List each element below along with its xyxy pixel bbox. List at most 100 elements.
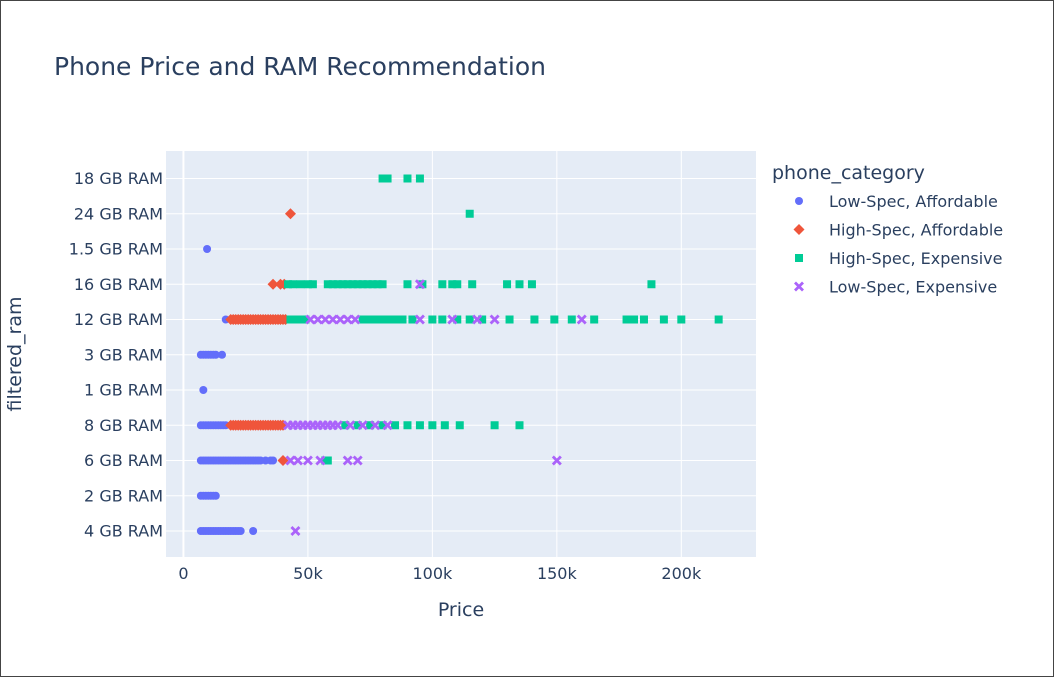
x-axis-title: Price <box>438 599 484 621</box>
data-point <box>293 315 302 324</box>
data-point <box>284 208 296 220</box>
y-tick-label: 12 GB RAM <box>74 310 163 329</box>
legend-item-label: Low-Spec, Expensive <box>829 278 997 297</box>
data-point <box>415 421 424 430</box>
data-point <box>714 315 723 324</box>
data-point <box>368 280 377 289</box>
x-axis-ticks: 0 50k 100k 150k 200k <box>178 564 702 583</box>
data-point <box>320 314 331 325</box>
legend: phone_category Low-Spec, Affordable High-… <box>772 162 1003 297</box>
data-point <box>391 421 400 430</box>
data-point <box>203 245 212 253</box>
data-point <box>382 420 393 431</box>
data-point <box>489 314 500 325</box>
legend-marker <box>793 224 805 235</box>
data-point <box>302 455 313 466</box>
data-point <box>308 280 317 289</box>
data-point <box>285 455 296 466</box>
data-point <box>218 350 227 359</box>
legend-item-label: High-Spec, Affordable <box>829 221 1003 240</box>
data-point <box>296 280 305 289</box>
y-tick-label: 3 GB RAM <box>84 345 163 364</box>
data-point <box>403 174 412 183</box>
data-point <box>447 314 458 325</box>
data-point <box>515 421 524 430</box>
series-high-spec-expensive <box>283 174 723 465</box>
data-point <box>403 280 412 289</box>
x-tick-label: 200k <box>661 564 702 583</box>
data-point <box>267 278 279 290</box>
data-point <box>428 421 437 430</box>
legend-marker <box>794 281 804 292</box>
x-tick-label: 50k <box>293 564 323 583</box>
data-point <box>327 314 338 325</box>
plot-area <box>166 151 756 557</box>
data-point <box>530 315 539 324</box>
data-point <box>358 280 367 289</box>
data-point <box>315 455 326 466</box>
data-point <box>286 315 295 324</box>
data-point <box>292 455 303 466</box>
x-tick-label: 150k <box>537 564 578 583</box>
data-point <box>350 314 361 325</box>
data-point <box>414 314 425 325</box>
data-point <box>438 315 447 324</box>
data-point <box>332 420 343 431</box>
y-axis-title: filtered_ram <box>4 297 26 412</box>
data-point <box>269 456 278 465</box>
data-point <box>290 526 301 536</box>
data-point <box>465 315 474 324</box>
legend-item-label: High-Spec, Expensive <box>829 249 1002 268</box>
data-point <box>468 280 477 289</box>
legend-title: phone_category <box>772 162 925 184</box>
y-tick-label: 24 GB RAM <box>74 204 163 223</box>
data-point <box>211 350 220 359</box>
data-point <box>236 527 245 535</box>
data-point <box>343 280 352 289</box>
data-point <box>305 314 316 325</box>
data-point <box>414 279 425 290</box>
data-point <box>283 280 292 289</box>
data-points <box>196 174 723 536</box>
data-point <box>465 209 474 218</box>
data-point <box>398 315 407 324</box>
data-point <box>370 420 381 431</box>
data-point <box>448 280 457 289</box>
data-point <box>342 455 353 466</box>
data-point <box>438 280 447 289</box>
chart-title: Phone Price and RAM Recommendation <box>54 52 546 81</box>
y-tick-label: 4 GB RAM <box>84 522 163 541</box>
y-tick-label: 2 GB RAM <box>84 486 163 505</box>
data-point <box>373 280 382 289</box>
data-point <box>341 421 350 430</box>
data-point <box>312 314 323 325</box>
data-point <box>378 174 387 183</box>
data-point <box>576 314 587 325</box>
data-point <box>440 421 449 430</box>
x-tick-label: 100k <box>412 564 453 583</box>
data-point <box>373 315 382 324</box>
data-point <box>455 421 464 430</box>
y-tick-label: 1 GB RAM <box>84 381 163 400</box>
data-point <box>363 280 372 289</box>
data-point <box>353 280 362 289</box>
data-point <box>527 280 536 289</box>
data-point <box>393 315 402 324</box>
data-point <box>333 280 342 289</box>
data-point <box>408 315 417 324</box>
data-point <box>353 421 362 430</box>
data-point <box>515 280 524 289</box>
y-tick-label: 6 GB RAM <box>84 451 163 470</box>
data-point <box>453 280 462 289</box>
data-point <box>352 455 363 466</box>
data-point <box>472 314 483 325</box>
series-low-spec-expensive <box>282 279 587 536</box>
data-point <box>622 315 631 324</box>
data-point <box>378 280 387 289</box>
data-point <box>383 174 392 183</box>
data-point <box>590 315 599 324</box>
data-point <box>323 456 332 465</box>
data-point <box>199 386 208 394</box>
data-point <box>249 527 258 535</box>
legend-item-label: Low-Spec, Affordable <box>829 192 998 211</box>
